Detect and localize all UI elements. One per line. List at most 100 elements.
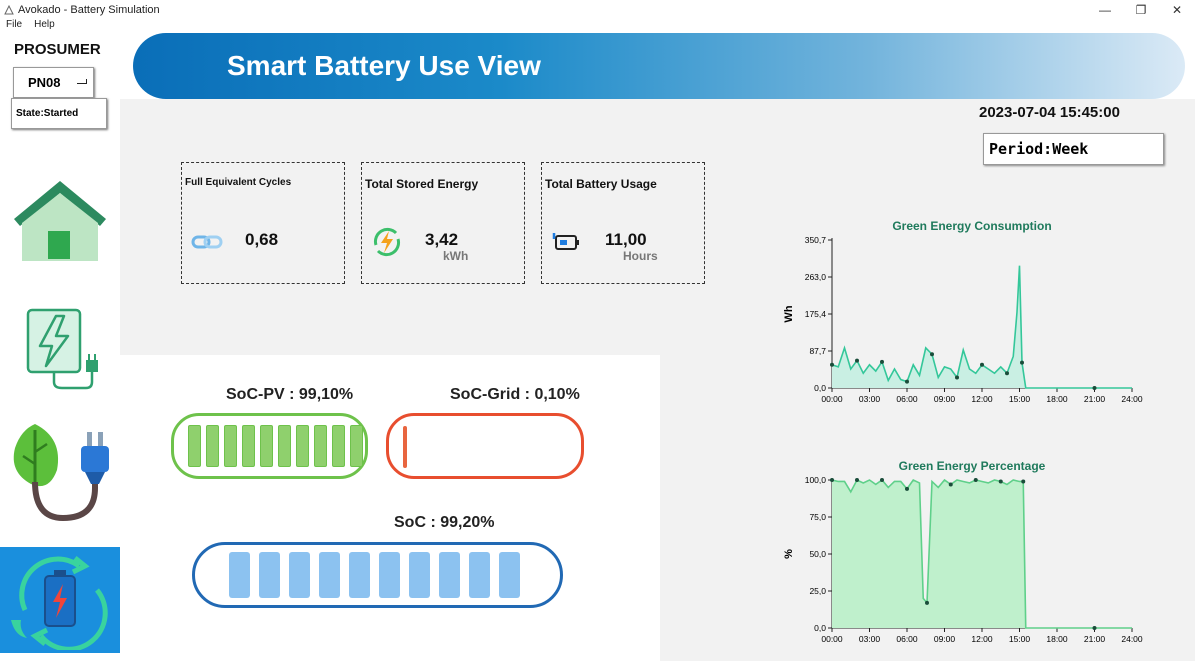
data-point [980,362,984,367]
x-tick-label: 12:00 [971,394,993,404]
battery-segment [409,552,430,598]
data-point [998,479,1003,484]
data-point [1020,360,1024,365]
battery-segment [296,425,309,467]
x-tick-label: 15:00 [1009,634,1031,644]
x-tick-label: 12:00 [971,634,993,644]
battery-segment [224,425,237,467]
x-tick-label: 09:00 [934,394,956,404]
battery-segment [278,425,291,467]
x-tick-label: 18:00 [1046,634,1068,644]
current-datetime: 2023-07-04 15:45:00 [979,104,1120,121]
battery-segment [332,425,345,467]
nav-battery[interactable] [0,547,120,653]
card-title: Total Stored Energy [365,177,479,191]
y-axis-label: Wh [783,305,795,322]
restore-button[interactable]: ❐ [1135,2,1147,17]
x-tick-label: 09:00 [934,634,956,644]
battery-segment [379,552,400,598]
battery-segment [439,552,460,598]
battery-segment [229,552,250,598]
state-text: State:Started [16,108,79,119]
data-point [1092,626,1097,630]
card-value: 3,42 [425,230,459,249]
series-area [832,265,1026,388]
green-energy-consumption-chart: Green Energy Consumption Wh 0,0 87,7 175,4 26… [783,219,1143,404]
series-line [831,265,1132,389]
card-title: Full Equivalent Cycles [185,177,292,188]
sidebar: PROSUMER PN08 State:Started [0,34,120,661]
soc-grid-battery [386,413,584,479]
prosumer-title: PROSUMER [14,41,101,58]
data-point [830,362,834,367]
data-point [925,600,929,605]
series-area [832,480,1026,628]
data-point [930,352,934,357]
battery-segment [349,552,370,598]
x-tick-label: 21:00 [1084,634,1106,644]
card-total-battery-usage: Total Battery Usage 11,00 Hours [541,162,705,284]
y-tick-label: 350,7 [805,235,827,245]
battery-segment [206,425,219,467]
page-title: Smart Battery Use View [227,50,541,81]
charging-icon [373,227,401,257]
battery-segment [469,552,490,598]
menu-file[interactable]: File [6,19,23,30]
battery-segment [259,552,280,598]
prosumer-id: PN08 [28,75,61,90]
battery-icon [552,233,579,250]
nav-home[interactable] [0,170,120,270]
house-icon [14,181,106,261]
data-point [880,478,884,482]
green-energy-percentage-chart: Green Energy Percentage% 0,0 25,0 50,0 75,0 1… [783,459,1143,644]
data-point [855,358,859,363]
minimize-button[interactable]: — [1099,2,1111,17]
battery-segment [242,425,255,467]
app-icon [4,4,14,14]
y-axis-label: % [783,549,795,559]
close-button[interactable]: ✕ [1171,2,1183,17]
chart-title: Green Energy Percentage [899,459,1046,473]
chart-title: Green Energy Consumption [892,219,1051,233]
battery-segment [289,552,310,598]
dropdown-icon [77,79,87,84]
y-tick-label: 75,0 [809,512,826,522]
data-point [830,478,834,482]
battery-segment [314,425,327,467]
x-tick-label: 24:00 [1121,634,1143,644]
x-tick-label: 15:00 [1009,394,1031,404]
x-tick-label: 03:00 [859,394,881,404]
menu-help[interactable]: Help [34,19,55,30]
battery-segment [260,425,273,467]
card-title: Total Battery Usage [545,177,657,191]
battery-cycle-icon [11,556,108,650]
data-point [973,478,978,482]
x-tick-label: 03:00 [859,634,881,644]
y-tick-label: 175,4 [805,309,827,319]
y-tick-label: 0,0 [814,383,826,393]
window-title: Avokado - Battery Simulation [18,3,160,16]
data-point [855,478,859,482]
data-point [955,375,959,380]
data-point [880,359,884,364]
battery-segment [499,552,520,598]
x-tick-label: 06:00 [896,394,918,404]
card-unit: kWh [443,249,469,263]
soc-grid-label: SoC-Grid : 0,10% [450,386,580,403]
soc-label: SoC : 99,20% [394,514,495,531]
title-bar: Avokado - Battery Simulation — ❐ ✕ [0,0,1195,19]
period-select[interactable]: Period:Week [983,133,1164,165]
state-indicator: State:Started [11,98,107,129]
soc-pv-battery [171,413,368,479]
green-plug-icon [13,424,109,522]
card-unit: Hours [623,249,658,263]
data-point [1021,479,1026,484]
battery-segment [403,426,407,468]
nav-energy[interactable] [0,297,120,397]
battery-segment [350,425,363,467]
data-point [905,379,909,384]
nav-green[interactable] [0,417,120,527]
prosumer-select[interactable]: PN08 [13,67,94,98]
x-tick-label: 00:00 [821,634,843,644]
card-total-stored-energy: Total Stored Energy 3,42 kWh [361,162,525,284]
